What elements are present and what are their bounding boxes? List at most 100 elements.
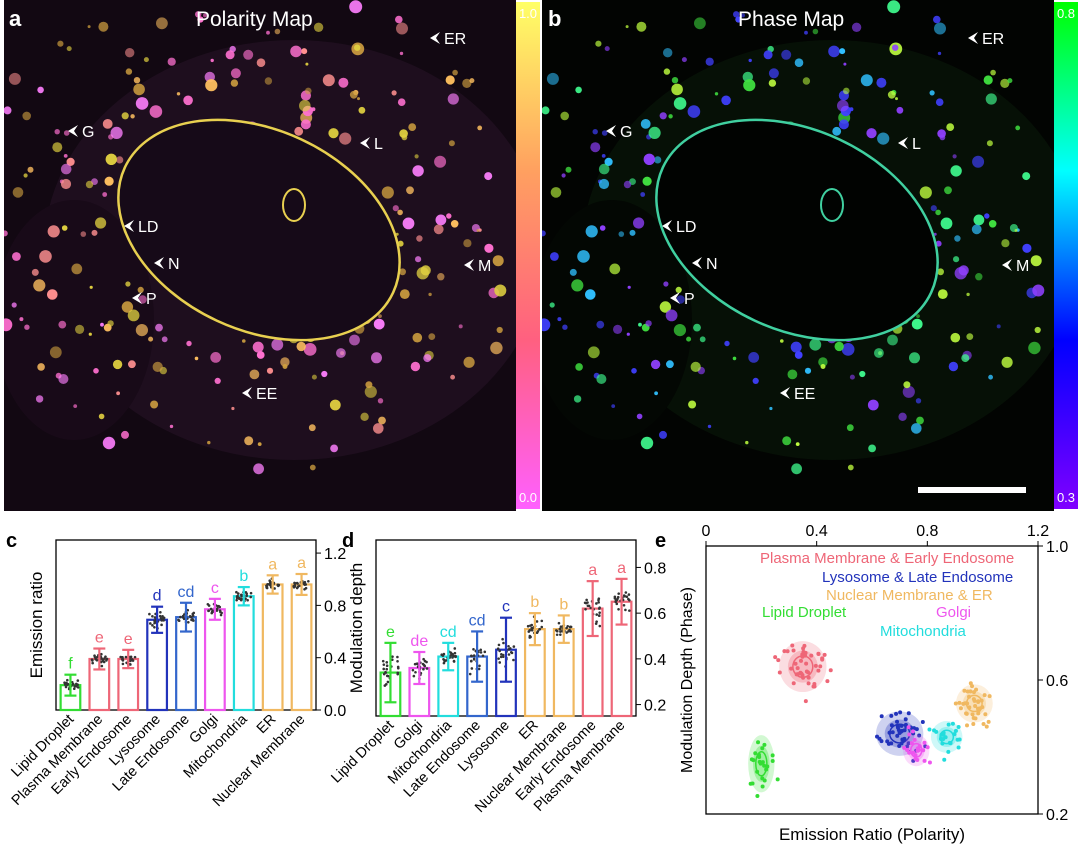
data-point bbox=[504, 665, 507, 668]
data-point bbox=[622, 594, 626, 597]
data-point bbox=[621, 598, 625, 602]
organelle-blob bbox=[249, 369, 260, 380]
data-point bbox=[270, 577, 274, 580]
organelle-blob bbox=[313, 22, 324, 32]
data-point bbox=[586, 604, 590, 608]
data-point bbox=[617, 592, 621, 595]
data-point bbox=[568, 625, 572, 629]
data-point bbox=[447, 650, 451, 654]
data-point bbox=[423, 659, 427, 663]
data-point bbox=[244, 591, 248, 594]
phase-colorbar bbox=[1054, 2, 1078, 509]
data-point bbox=[622, 603, 626, 607]
data-point bbox=[303, 580, 307, 584]
bar bbox=[437, 655, 460, 718]
arrowhead-icon bbox=[154, 257, 164, 269]
cluster-core bbox=[884, 719, 915, 748]
data-point bbox=[978, 706, 983, 711]
data-point bbox=[99, 656, 103, 659]
data-point bbox=[592, 607, 595, 611]
organelle-blob bbox=[625, 25, 629, 29]
data-point bbox=[512, 645, 516, 648]
category-label: Plasma Membrane bbox=[531, 718, 628, 815]
data-point bbox=[946, 749, 951, 754]
significance-letter: a bbox=[588, 562, 597, 579]
organelle-blob bbox=[707, 424, 712, 429]
organelle-blob bbox=[867, 399, 879, 411]
data-point bbox=[73, 685, 76, 688]
bar bbox=[261, 583, 284, 712]
data-point bbox=[295, 581, 299, 585]
organelle-blob bbox=[399, 289, 410, 299]
data-point bbox=[302, 582, 306, 586]
data-point bbox=[470, 659, 473, 663]
data-point bbox=[879, 739, 884, 744]
organelle-blob bbox=[1015, 125, 1021, 131]
data-point bbox=[530, 627, 534, 630]
arrowhead-icon bbox=[464, 259, 474, 271]
data-point bbox=[498, 649, 501, 653]
data-point bbox=[388, 676, 392, 680]
organelle-blob bbox=[596, 320, 605, 329]
organelle-label: ER bbox=[982, 31, 1004, 48]
data-point bbox=[507, 644, 510, 648]
organelle-blob bbox=[395, 15, 403, 24]
data-point bbox=[70, 681, 74, 684]
organelle-blob bbox=[88, 332, 92, 336]
organelle-blob bbox=[98, 21, 109, 32]
data-point bbox=[567, 630, 570, 633]
organelle-blob bbox=[575, 363, 583, 371]
data-point bbox=[898, 710, 903, 715]
data-point bbox=[189, 615, 193, 618]
data-point bbox=[129, 656, 133, 659]
data-point bbox=[265, 586, 269, 590]
cluster-contour bbox=[909, 742, 923, 758]
data-point bbox=[957, 700, 962, 705]
data-point bbox=[209, 607, 213, 611]
organelle-blob bbox=[903, 381, 911, 389]
organelle-blob bbox=[837, 99, 849, 112]
data-point bbox=[971, 697, 976, 702]
arrowhead-icon bbox=[670, 292, 680, 304]
organelle-blob bbox=[358, 106, 366, 114]
data-point bbox=[419, 671, 423, 675]
organelle-blob bbox=[125, 48, 135, 58]
organelle-blob bbox=[24, 324, 30, 330]
organelle-blob bbox=[575, 86, 582, 94]
data-point bbox=[908, 725, 913, 730]
organelle-blob bbox=[565, 166, 572, 173]
data-point bbox=[469, 654, 473, 658]
data-point bbox=[565, 626, 568, 630]
data-point bbox=[889, 741, 894, 746]
data-point bbox=[791, 648, 796, 653]
data-point bbox=[212, 602, 216, 606]
data-point bbox=[946, 722, 951, 727]
organelle-blob bbox=[663, 281, 669, 287]
data-point bbox=[500, 653, 503, 656]
data-point bbox=[181, 616, 185, 619]
data-point bbox=[627, 593, 631, 596]
organelle-blob bbox=[410, 361, 421, 372]
nucleus-envelope bbox=[117, 118, 401, 342]
data-point bbox=[895, 719, 900, 724]
organelle-blob bbox=[100, 322, 104, 327]
data-point bbox=[475, 650, 479, 654]
organelle-label: N bbox=[706, 256, 718, 273]
data-point bbox=[162, 619, 165, 622]
data-point bbox=[452, 654, 456, 658]
category-label: Golgi bbox=[391, 718, 426, 753]
organelle-marker: LD bbox=[124, 219, 158, 236]
organelle-blob bbox=[562, 324, 568, 330]
organelle-blob bbox=[401, 134, 408, 141]
organelle-blob bbox=[490, 341, 503, 355]
organelle-blob bbox=[768, 68, 779, 79]
organelle-blob bbox=[303, 343, 317, 356]
organelle-blob bbox=[137, 286, 144, 293]
category-label: Nuclear Membrane bbox=[472, 718, 571, 817]
data-point bbox=[958, 706, 963, 711]
significance-letter: e bbox=[95, 630, 104, 647]
data-point bbox=[266, 583, 269, 586]
data-point bbox=[970, 712, 975, 717]
data-point bbox=[628, 598, 631, 602]
data-point bbox=[785, 649, 790, 654]
